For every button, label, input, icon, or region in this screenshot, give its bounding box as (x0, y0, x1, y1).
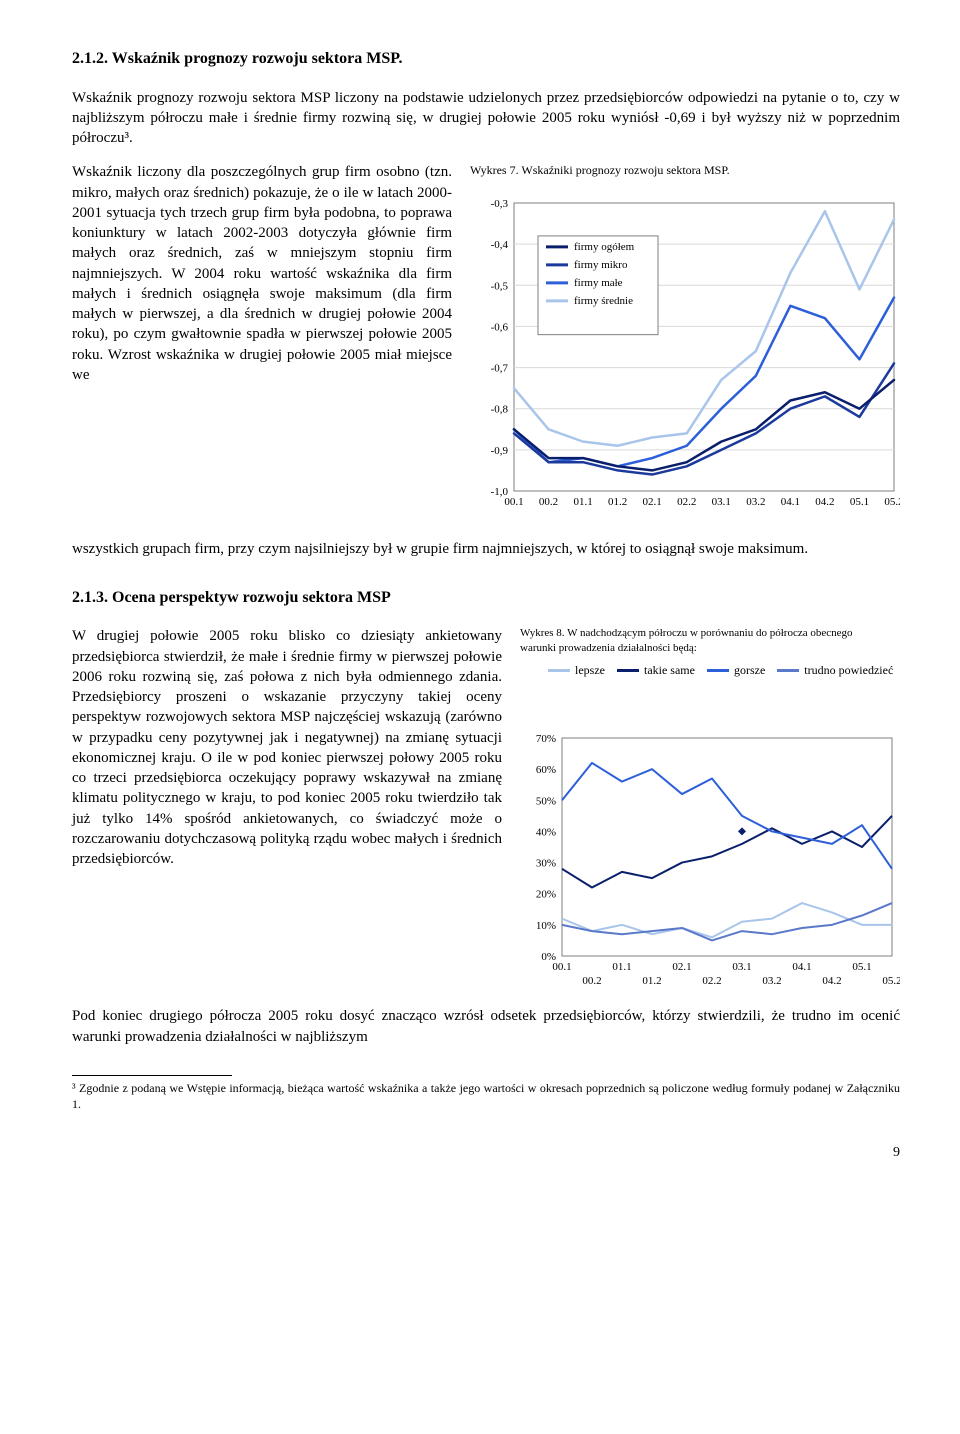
chart7-svg: -0,3-0,4-0,5-0,6-0,7-0,8-0,9-1,000.100.2… (470, 185, 900, 525)
chart8-legend-item: gorsze (707, 662, 765, 678)
svg-text:-0,8: -0,8 (491, 403, 509, 415)
svg-text:50%: 50% (536, 796, 556, 808)
svg-text:00.1: 00.1 (552, 961, 571, 973)
section-213-body-row: W drugiej połowie 2005 roku blisko co dz… (72, 626, 900, 992)
svg-text:02.1: 02.1 (672, 961, 691, 973)
svg-text:05.1: 05.1 (852, 961, 871, 973)
svg-text:firmy średnie: firmy średnie (574, 294, 633, 306)
svg-text:-0,6: -0,6 (491, 321, 509, 333)
svg-text:05.2: 05.2 (884, 496, 900, 508)
svg-text:firmy ogółem: firmy ogółem (574, 240, 635, 252)
svg-text:03.2: 03.2 (762, 975, 781, 987)
footnote-rule (72, 1075, 232, 1076)
chart8-legend-item: lepsze (548, 662, 605, 678)
svg-text:01.2: 01.2 (608, 496, 627, 508)
chart8-legend-item: trudno powiedzieć (777, 662, 893, 678)
svg-text:02.2: 02.2 (702, 975, 721, 987)
section-213-para2: Pod koniec drugiego półrocza 2005 roku d… (72, 1006, 900, 1047)
svg-text:05.2: 05.2 (882, 975, 900, 987)
svg-text:03.2: 03.2 (746, 496, 765, 508)
svg-text:00.1: 00.1 (504, 496, 523, 508)
svg-text:01.1: 01.1 (573, 496, 592, 508)
svg-text:60%: 60% (536, 764, 556, 776)
section-212-heading: 2.1.2. Wskaźnik prognozy rozwoju sektora… (72, 48, 900, 70)
chart7-title: Wykres 7. Wskaźniki prognozy rozwoju sek… (470, 162, 900, 178)
footnote-3: ³ Zgodnie z podaną we Wstępie informacją… (72, 1080, 900, 1112)
svg-text:-0,4: -0,4 (491, 239, 509, 251)
chart8-container: Wykres 8. W nadchodzącym półroczu w poró… (520, 626, 900, 992)
svg-text:02.1: 02.1 (643, 496, 662, 508)
section-213-para1: W drugiej połowie 2005 roku blisko co dz… (72, 626, 502, 869)
svg-text:04.2: 04.2 (815, 496, 834, 508)
svg-text:00.2: 00.2 (539, 496, 558, 508)
section-212-para2-cont: wszystkich grupach firm, przy czym najsi… (72, 539, 900, 559)
svg-text:02.2: 02.2 (677, 496, 696, 508)
section-212-body-row: Wskaźnik liczony dla poszczególnych grup… (72, 162, 900, 524)
chart8-legend-item: takie same (617, 662, 695, 678)
page-number: 9 (72, 1144, 900, 1163)
svg-text:10%: 10% (536, 920, 556, 932)
svg-text:01.1: 01.1 (612, 961, 631, 973)
section-213-heading: 2.1.3. Ocena perspektyw rozwoju sektora … (72, 587, 900, 609)
svg-text:04.1: 04.1 (792, 961, 811, 973)
svg-text:04.2: 04.2 (822, 975, 841, 987)
svg-text:-0,9: -0,9 (491, 444, 509, 456)
svg-text:-0,5: -0,5 (491, 280, 509, 292)
svg-text:04.1: 04.1 (781, 496, 800, 508)
svg-text:-0,3: -0,3 (491, 198, 509, 210)
chart7-container: Wykres 7. Wskaźniki prognozy rozwoju sek… (470, 162, 900, 524)
svg-text:30%: 30% (536, 858, 556, 870)
svg-text:firmy mikro: firmy mikro (574, 258, 628, 270)
svg-text:00.2: 00.2 (582, 975, 601, 987)
section-212-para1: Wskaźnik prognozy rozwoju sektora MSP li… (72, 88, 900, 149)
chart8-svg: 0%10%20%30%40%50%60%70%00.101.102.103.10… (520, 682, 900, 992)
svg-text:70%: 70% (536, 733, 556, 745)
section-212-para2-left: Wskaźnik liczony dla poszczególnych grup… (72, 162, 452, 385)
svg-text:firmy małe: firmy małe (574, 276, 623, 288)
svg-text:20%: 20% (536, 889, 556, 901)
svg-text:40%: 40% (536, 827, 556, 839)
chart8-legend: lepsze takie same gorsze trudno powiedzieć (548, 662, 900, 678)
svg-text:03.1: 03.1 (732, 961, 751, 973)
svg-text:03.1: 03.1 (712, 496, 731, 508)
svg-text:05.1: 05.1 (850, 496, 869, 508)
chart8-title: Wykres 8. W nadchodzącym półroczu w poró… (520, 626, 880, 656)
svg-text:01.2: 01.2 (642, 975, 661, 987)
svg-text:-0,7: -0,7 (491, 362, 509, 374)
